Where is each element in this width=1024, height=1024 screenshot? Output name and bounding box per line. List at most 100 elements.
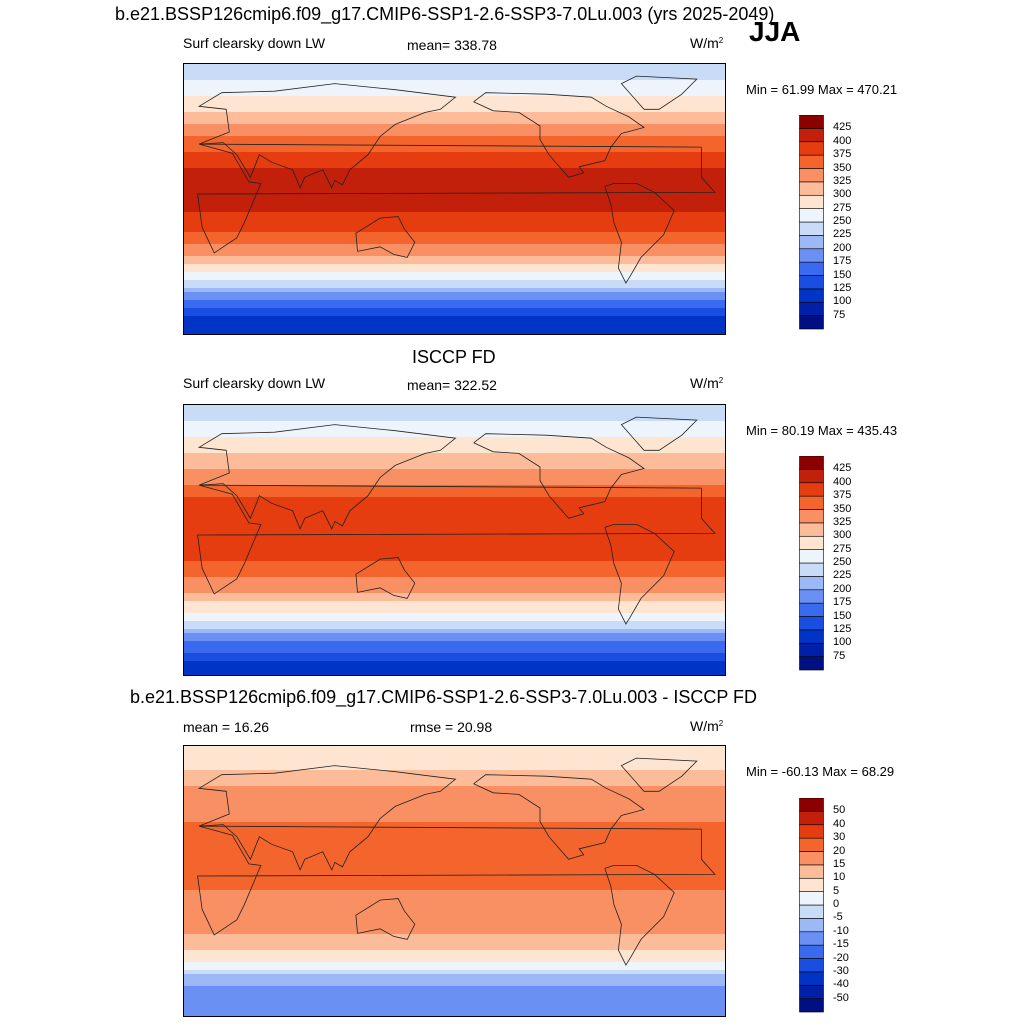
colorbar-swatch (799, 576, 824, 591)
map-band (184, 661, 725, 666)
map-band (184, 240, 725, 245)
map-band (184, 144, 725, 149)
coastline (620, 757, 698, 792)
map-band (184, 585, 725, 590)
map-band (184, 886, 725, 891)
map-band (184, 228, 725, 233)
panel2-map-svg (184, 405, 725, 675)
panel3-units-label: W/m2 (690, 718, 724, 734)
map-band (184, 529, 725, 534)
map-band (184, 902, 725, 907)
map-band (184, 513, 725, 518)
colorbar-swatch (799, 549, 824, 564)
map-band (184, 806, 725, 811)
colorbar-tick-label: 100 (833, 295, 852, 308)
map-band (184, 838, 725, 843)
panel3-rmse-label: rmse = 20.98 (410, 719, 493, 735)
colorbar-tick-label: -5 (833, 911, 843, 924)
panel1-colorbar: 75 100 125 150 175 200 225 250 275 300 325 350 375 40… (799, 115, 879, 330)
colorbar-swatch (799, 891, 824, 906)
map-band (184, 300, 725, 305)
coastline (355, 557, 416, 599)
colorbar-tick-label: -30 (833, 964, 849, 977)
map-band (184, 1002, 725, 1007)
panel3-map (183, 745, 726, 1017)
map-band (184, 978, 725, 983)
colorbar-swatch (799, 261, 824, 276)
map-band (184, 974, 725, 979)
map-band (184, 994, 725, 999)
map-band (184, 782, 725, 787)
map-band (184, 417, 725, 422)
map-band (184, 842, 725, 847)
map-band (184, 501, 725, 506)
map-band (184, 328, 725, 333)
colorbar-tick-label: 125 (833, 281, 852, 294)
map-band (184, 870, 725, 875)
map-band (184, 433, 725, 438)
map-band (184, 188, 725, 193)
colorbar-tick-label: 15 (833, 857, 846, 870)
coastline (473, 774, 645, 860)
map-band (184, 292, 725, 297)
colorbar-tick-label: 275 (833, 542, 852, 555)
map-band (184, 577, 725, 582)
map-band (184, 84, 725, 89)
map-band (184, 445, 725, 450)
map-band (184, 493, 725, 498)
map-band (184, 942, 725, 947)
colorbar-tick-label: 10 (833, 871, 846, 884)
map-band (184, 465, 725, 470)
map-band (184, 280, 725, 285)
map-band (184, 946, 725, 951)
colorbar-swatch (799, 824, 824, 839)
map-band (184, 545, 725, 550)
coastline (197, 765, 457, 871)
map-band (184, 569, 725, 574)
map-band (184, 890, 725, 895)
map-band (184, 64, 725, 69)
map-band (184, 665, 725, 670)
map-band (184, 982, 725, 987)
colorbar-tick-label: 375 (833, 148, 852, 161)
season-label: JJA (749, 16, 801, 47)
map-band (184, 232, 725, 237)
map-band (184, 320, 725, 325)
colorbar-swatch (799, 864, 824, 879)
colorbar-swatch (799, 918, 824, 933)
colorbar-tick-label: 250 (833, 215, 852, 227)
map-band (184, 798, 725, 803)
colorbar-swatch (799, 811, 824, 826)
map-band (184, 866, 725, 871)
colorbar-tick-label: 375 (833, 489, 852, 502)
map-band (184, 778, 725, 783)
map-band (184, 192, 725, 197)
colorbar-swatch (799, 275, 824, 290)
map-band (184, 557, 725, 562)
panel2-map (183, 404, 726, 676)
colorbar-swatch (799, 798, 824, 812)
map-band (184, 1006, 725, 1011)
coastline (604, 183, 675, 284)
map-band (184, 645, 725, 650)
map-band (184, 324, 725, 329)
coastline (197, 484, 716, 595)
panel3-colorbar: -50 -40 -30 -20 -15 -10 -5 0 5 10 15 20 30 40 50 (799, 798, 879, 1013)
map-band (184, 750, 725, 755)
map-band (184, 966, 725, 971)
map-band (184, 332, 725, 334)
map-band (184, 673, 725, 675)
map-band (184, 184, 725, 189)
map-band (184, 786, 725, 791)
map-band (184, 248, 725, 253)
map-band (184, 521, 725, 526)
map-band (184, 136, 725, 141)
colorbar-tick-label: -20 (833, 951, 849, 964)
colorbar-swatch (799, 208, 824, 223)
map-bands (184, 405, 725, 675)
panel2-variable-label: Surf clearsky down LW (183, 375, 326, 391)
map-band (184, 268, 725, 273)
map-band (184, 160, 725, 165)
colorbar-swatch (799, 904, 824, 919)
colorbar-swatch (799, 509, 824, 524)
